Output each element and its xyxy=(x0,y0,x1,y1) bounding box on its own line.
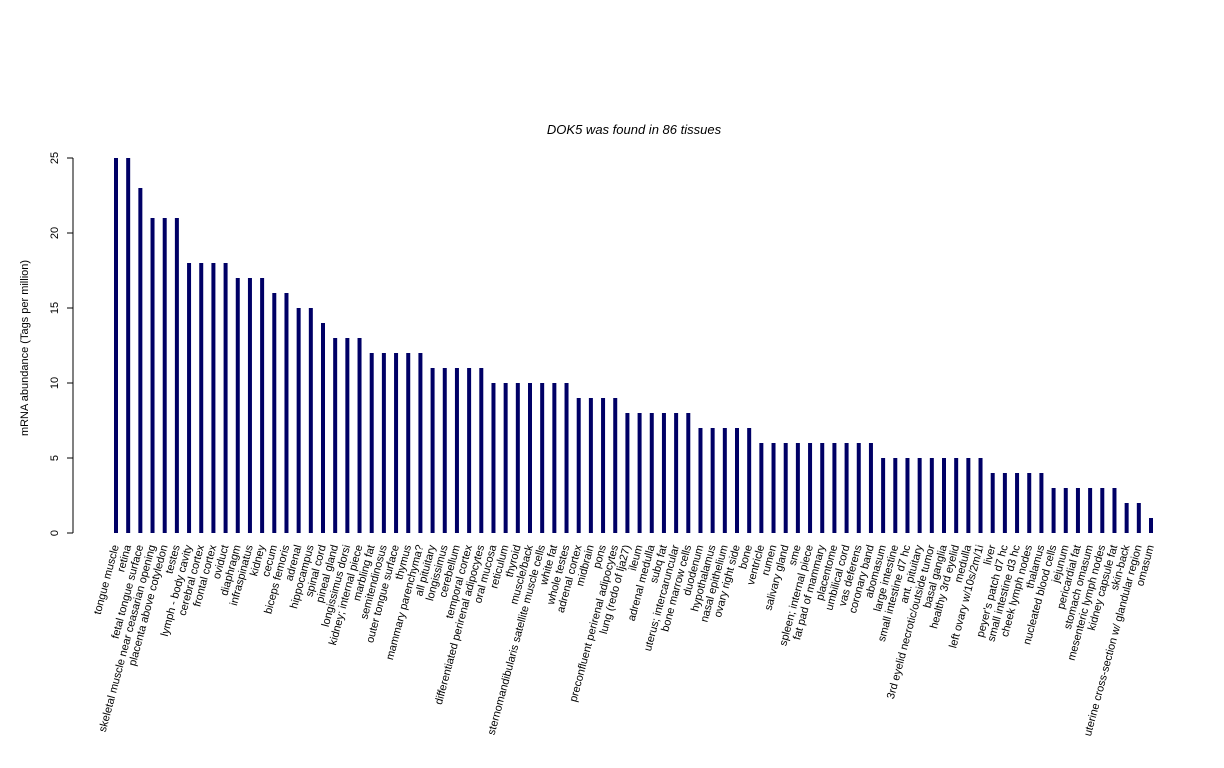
bar xyxy=(211,263,216,533)
bar xyxy=(430,368,435,533)
bar xyxy=(1124,503,1129,533)
bar xyxy=(528,383,532,533)
bar xyxy=(795,443,800,533)
bar xyxy=(296,308,301,533)
bar xyxy=(540,383,545,533)
bar xyxy=(1112,488,1117,533)
bar xyxy=(929,458,934,533)
bar xyxy=(1002,473,1007,533)
bar xyxy=(369,353,374,533)
bar xyxy=(1136,503,1141,533)
bar xyxy=(954,458,959,533)
y-tick-label: 20 xyxy=(49,227,61,239)
bar xyxy=(114,158,118,533)
bar xyxy=(321,323,325,533)
bar xyxy=(223,263,228,533)
bar xyxy=(333,338,338,533)
bar xyxy=(199,263,204,533)
bar xyxy=(442,368,447,533)
bar xyxy=(503,383,508,533)
bar xyxy=(637,413,642,533)
bar xyxy=(260,278,265,533)
bar xyxy=(394,353,399,533)
bar xyxy=(515,383,520,533)
bar xyxy=(747,428,752,533)
chart-title: DOK5 was found in 86 tissues xyxy=(547,122,722,137)
bar xyxy=(187,263,192,533)
bar xyxy=(832,443,837,533)
bar xyxy=(138,188,143,533)
bar xyxy=(1088,488,1093,533)
bar xyxy=(1039,473,1044,533)
bar xyxy=(625,413,630,533)
bar xyxy=(1100,488,1105,533)
bar xyxy=(820,443,825,533)
bar xyxy=(150,218,155,533)
bar xyxy=(272,293,277,533)
bar xyxy=(467,368,472,533)
y-tick-label: 25 xyxy=(49,152,61,164)
bar xyxy=(990,473,995,533)
y-tick-label: 15 xyxy=(49,302,61,314)
bar xyxy=(381,353,386,533)
bar xyxy=(491,383,496,533)
bar xyxy=(1063,488,1068,533)
bar xyxy=(588,398,593,533)
bar xyxy=(1075,488,1080,533)
bar xyxy=(783,443,788,533)
bar xyxy=(905,458,910,533)
bar xyxy=(1149,518,1153,533)
bar xyxy=(759,443,764,533)
bar xyxy=(479,368,484,533)
bar xyxy=(454,368,459,533)
bar xyxy=(552,383,557,533)
bar xyxy=(735,428,739,533)
bar xyxy=(235,278,240,533)
y-tick-label: 0 xyxy=(49,530,61,536)
bar xyxy=(844,443,849,533)
bar xyxy=(893,458,898,533)
bar xyxy=(345,338,350,533)
bar xyxy=(126,158,131,533)
bar xyxy=(966,458,971,533)
bar xyxy=(601,398,606,533)
bar xyxy=(576,398,581,533)
bar xyxy=(174,218,179,533)
bar xyxy=(868,443,873,533)
bar xyxy=(686,413,691,533)
bar xyxy=(1051,488,1056,533)
bar xyxy=(406,353,411,533)
y-tick-label: 5 xyxy=(49,455,61,461)
bar xyxy=(418,353,423,533)
bar xyxy=(722,428,727,533)
bar xyxy=(978,458,983,533)
bar xyxy=(661,413,666,533)
bar xyxy=(162,218,167,533)
bar xyxy=(1015,473,1020,533)
bar xyxy=(649,413,654,533)
bar xyxy=(284,293,289,533)
bar xyxy=(613,398,618,533)
bar xyxy=(564,383,569,533)
bar xyxy=(856,443,861,533)
bar xyxy=(357,338,362,533)
bar xyxy=(1027,473,1032,533)
bar xyxy=(808,443,813,533)
x-tick-label: liver xyxy=(982,543,999,566)
bar xyxy=(698,428,703,533)
bar xyxy=(771,443,776,533)
y-tick-label: 10 xyxy=(49,377,61,389)
y-axis-label: mRNA abundance (Tags per million) xyxy=(19,260,31,436)
bar xyxy=(942,458,946,533)
bar xyxy=(674,413,679,533)
bar xyxy=(247,278,252,533)
bar xyxy=(308,308,313,533)
x-tick-label: sme xyxy=(787,544,804,567)
bar xyxy=(881,458,886,533)
bar xyxy=(917,458,922,533)
bar xyxy=(710,428,715,533)
